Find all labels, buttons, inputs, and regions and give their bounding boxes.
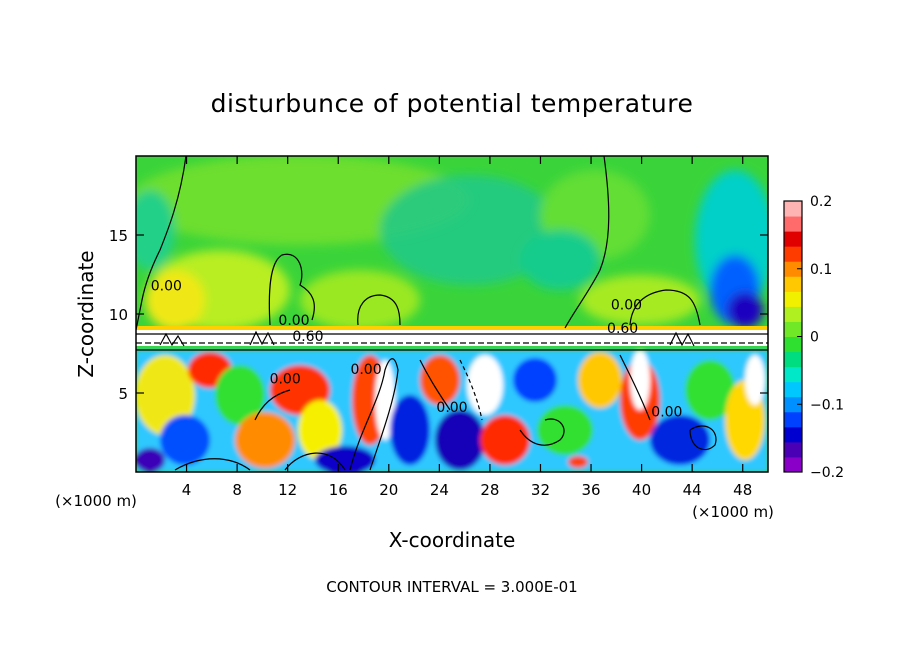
contour-label: 0.00 <box>151 278 182 294</box>
contour-label: 0.00 <box>436 400 467 416</box>
colorbar-swatch <box>784 216 802 232</box>
x-tick-label: 8 <box>232 481 242 499</box>
x-tick-label: 4 <box>182 481 192 499</box>
colorbar-tick-label: 0.1 <box>810 262 832 278</box>
colorbar-swatch <box>784 306 802 322</box>
colorbar-swatch <box>784 246 802 262</box>
colorbar-swatch <box>784 276 802 292</box>
x-tick-label: 24 <box>430 481 449 499</box>
colorbar-swatch <box>784 321 802 337</box>
contour-label: 0.00 <box>611 297 642 313</box>
colorbar-swatch <box>784 441 802 458</box>
colorbar-swatch <box>784 411 802 428</box>
contour-label: 0.00 <box>350 362 381 378</box>
x-tick-label: 32 <box>531 481 550 499</box>
colorbar-swatch <box>784 426 802 443</box>
x-tick-label: 36 <box>581 481 600 499</box>
colorbar-swatch <box>784 456 802 473</box>
x-tick-label: 28 <box>480 481 499 499</box>
chart-title: disturbunce of potential temperature <box>211 89 694 118</box>
colorbar-swatch <box>784 201 802 217</box>
colorbar-swatch <box>784 336 802 353</box>
contour-label: 0.00 <box>270 372 301 388</box>
x-tick-label: 12 <box>278 481 297 499</box>
contour-label: 0.60 <box>607 321 638 337</box>
contour-label: 0.00 <box>278 313 309 329</box>
x-tick-label: 48 <box>733 481 752 499</box>
colorbar-tick-label: −0.2 <box>810 465 844 481</box>
x-unit-right: (×1000 m) <box>692 503 774 521</box>
colorbar-swatch <box>784 381 802 398</box>
colorbar-tick-label: 0.2 <box>810 194 832 210</box>
y-tick-label: 10 <box>109 306 128 324</box>
contour-interval-note: CONTOUR INTERVAL = 3.000E-01 <box>326 578 577 596</box>
colorbar-swatch <box>784 396 802 413</box>
colorbar-swatch <box>784 261 802 277</box>
y-tick-label: 5 <box>118 385 128 403</box>
plot-area: 0.000.000.600.000.000.000.600.000.00 <box>136 156 768 472</box>
colorbar-swatch <box>784 291 802 307</box>
x-unit-left: (×1000 m) <box>55 492 137 510</box>
x-tick-label: 20 <box>379 481 398 499</box>
contour-label: 0.00 <box>651 405 682 421</box>
colorbar-swatch <box>784 231 802 247</box>
contour-label: 0.60 <box>292 329 323 345</box>
colorbar-tick-label: −0.1 <box>810 397 844 413</box>
x-tick-label: 40 <box>632 481 651 499</box>
y-axis-label: Z-coordinate <box>74 250 98 377</box>
x-axis-label: X-coordinate <box>389 528 516 552</box>
colorbar-tick-label: 0 <box>810 330 819 346</box>
colorbar-swatch <box>784 351 802 368</box>
x-tick-label: 16 <box>329 481 348 499</box>
colorbar-swatch <box>784 366 802 383</box>
y-tick-label: 15 <box>109 227 128 245</box>
x-tick-label: 44 <box>683 481 702 499</box>
